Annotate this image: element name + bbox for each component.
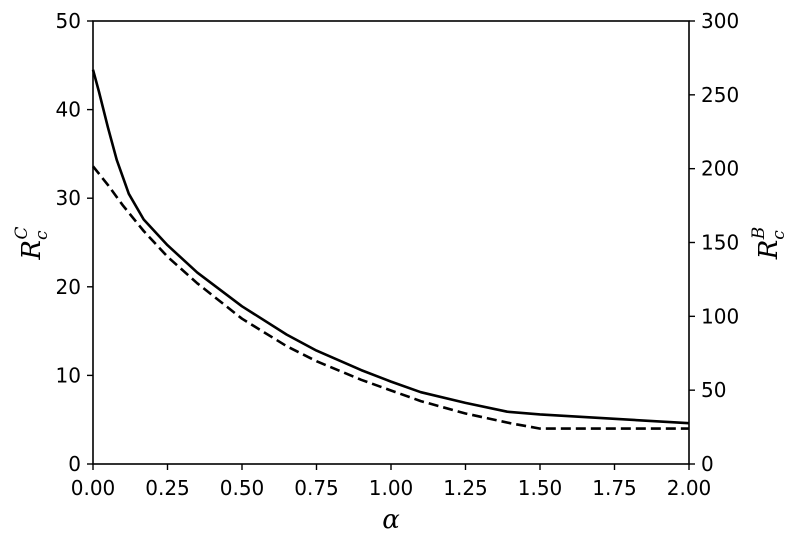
right-y-tick-label: 250 xyxy=(701,83,739,107)
right-y-axis-label-base: R xyxy=(754,240,784,261)
left-y-tick-label: 10 xyxy=(56,363,81,387)
x-tick-label: 0.75 xyxy=(294,476,339,500)
plot-frame xyxy=(92,20,690,465)
right-y-tick-label: 50 xyxy=(701,378,726,402)
right-y-tick-label: 300 xyxy=(701,9,739,33)
x-tick-label: 0.50 xyxy=(220,476,265,500)
left-y-tick-label: 0 xyxy=(68,452,81,476)
left-y-tick-label: 50 xyxy=(56,9,81,33)
left-y-tick-label: 30 xyxy=(56,186,81,210)
right-y-tick-label: 100 xyxy=(701,304,739,328)
right-y-axis-ticks: 0 50 100 150 200 250 300 xyxy=(689,9,739,476)
series-layer xyxy=(91,69,690,430)
right-y-tick-label: 0 xyxy=(701,452,714,476)
left-y-tick-label: 20 xyxy=(56,275,81,299)
right-y-axis-label-sub: c xyxy=(769,230,789,240)
left-y-axis-ticks: 0 10 20 30 40 50 xyxy=(56,9,93,476)
x-tick-label: 0.00 xyxy=(71,476,116,500)
x-tick-label: 1.00 xyxy=(369,476,414,500)
solid-series-line xyxy=(91,69,690,425)
x-tick-label: 1.75 xyxy=(592,476,637,500)
left-y-axis-label-sup: C xyxy=(12,226,32,239)
left-y-tick-label: 40 xyxy=(56,98,81,122)
right-y-axis-label: RcB xyxy=(749,227,789,261)
x-tick-label: 1.50 xyxy=(518,476,563,500)
x-axis-label: α xyxy=(382,505,400,535)
left-y-axis-label-sub: c xyxy=(32,230,52,240)
left-y-axis-label-base: R xyxy=(17,240,47,261)
x-axis-ticks: 0.00 0.25 0.50 0.75 1.00 1.25 1.50 1.75 2.00 xyxy=(71,464,712,500)
x-tick-label: 0.25 xyxy=(145,476,190,500)
right-y-tick-label: 150 xyxy=(701,231,739,255)
right-y-tick-label: 200 xyxy=(701,157,739,181)
x-tick-label: 2.00 xyxy=(667,476,712,500)
dashed-series-line xyxy=(91,165,689,430)
left-y-axis-label: RcC xyxy=(12,226,52,260)
x-tick-label: 1.25 xyxy=(443,476,488,500)
right-y-axis-label-sup: B xyxy=(749,227,769,241)
